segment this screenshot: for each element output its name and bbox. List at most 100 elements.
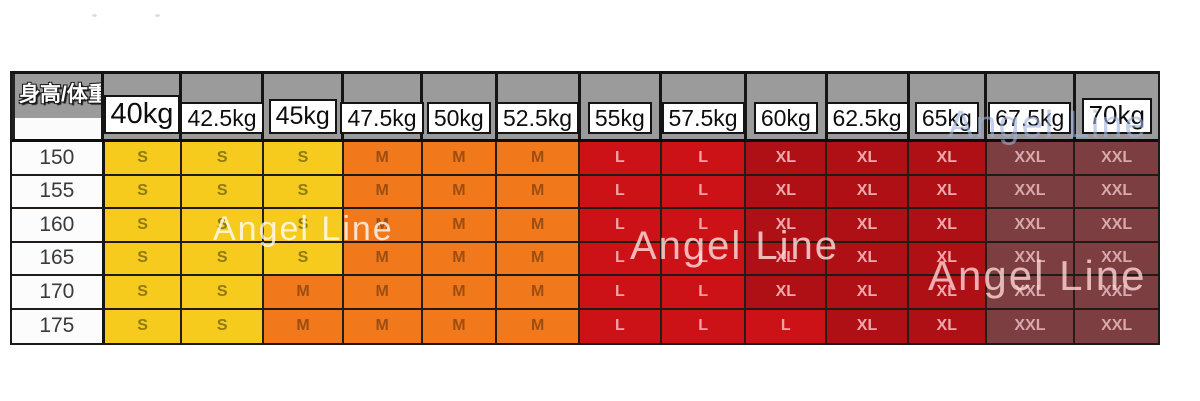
- weight-header-label: 40kg: [103, 94, 181, 134]
- size-cell: L: [580, 309, 662, 343]
- size-cell: S: [264, 175, 344, 209]
- row-label-height: 175: [12, 309, 105, 343]
- size-cell: S: [264, 242, 344, 276]
- size-cell: S: [182, 209, 265, 243]
- size-cell: M: [422, 175, 498, 209]
- weight-header-label: 67.5kg: [988, 101, 1072, 134]
- size-cell: L: [580, 276, 662, 310]
- size-cell: M: [422, 142, 498, 176]
- size-cell: XXL: [1075, 309, 1158, 343]
- size-cell: XL: [746, 142, 828, 176]
- size-cell: M: [343, 309, 423, 343]
- weight-header-label: 45kg: [268, 99, 337, 134]
- size-cell: XXL: [986, 242, 1076, 276]
- weight-header-label: 62.5kg: [825, 101, 909, 134]
- size-cell: M: [497, 276, 581, 310]
- size-cell: L: [661, 242, 747, 276]
- size-cell: XXL: [986, 209, 1076, 243]
- size-cell: L: [661, 175, 747, 209]
- size-cell: L: [580, 242, 662, 276]
- size-cell: XL: [908, 209, 987, 243]
- size-cell: XXL: [1075, 276, 1158, 310]
- size-cell: S: [104, 209, 183, 243]
- scan-smudge: [155, 14, 160, 17]
- size-cell: XL: [908, 142, 987, 176]
- table-row: 155 S S S M M M L L XL XL XL XXL XXL: [12, 175, 1158, 209]
- size-cell: S: [182, 276, 265, 310]
- size-cell: XXL: [986, 309, 1076, 343]
- size-cell: M: [497, 309, 581, 343]
- weight-header-label: 42.5kg: [180, 101, 264, 134]
- size-cell: S: [104, 142, 183, 176]
- size-cell: M: [264, 309, 344, 343]
- size-cell: M: [422, 276, 498, 310]
- size-cell: XL: [827, 242, 909, 276]
- size-cell: XL: [827, 142, 909, 176]
- weight-header-label: 55kg: [587, 101, 652, 134]
- weight-header-cell: 42.5kg: [180, 74, 265, 139]
- weight-header-label: 50kg: [426, 101, 491, 134]
- size-cell: XXL: [1075, 242, 1158, 276]
- table-row: 175 S S M M M M L L L XL XL XXL XXL: [12, 309, 1158, 343]
- weight-header-cell: 50kg: [423, 74, 498, 139]
- size-cell: S: [182, 175, 265, 209]
- size-cell: L: [580, 142, 662, 176]
- size-cell: S: [104, 309, 183, 343]
- weight-header-cell: 45kg: [264, 74, 344, 139]
- size-cell: XL: [746, 209, 828, 243]
- size-cell: XXL: [1075, 175, 1158, 209]
- size-cell: L: [661, 309, 747, 343]
- weight-header-cell: 52.5kg: [496, 74, 581, 139]
- size-cell: L: [661, 209, 747, 243]
- weight-header-cell: 40kg: [103, 74, 183, 139]
- size-cell: S: [182, 142, 265, 176]
- size-cell: XXL: [986, 276, 1076, 310]
- size-cell: S: [264, 209, 344, 243]
- size-cell: M: [264, 276, 344, 310]
- size-cell: XXL: [986, 142, 1076, 176]
- weight-header-cell: 47.5kg: [340, 74, 424, 139]
- weight-header-label: 60kg: [753, 101, 818, 134]
- size-cell: S: [264, 142, 344, 176]
- header-row: 身高/体重 40kg 42.5kg 45kg 47.5kg 50kg 52.5kg 55kg…: [12, 74, 1158, 142]
- size-chart-table: 身高/体重 40kg 42.5kg 45kg 47.5kg 50kg 52.5kg 55kg…: [10, 71, 1160, 345]
- size-cell: S: [182, 242, 265, 276]
- weight-header-cell: 67.5kg: [987, 74, 1076, 139]
- size-cell: M: [422, 242, 498, 276]
- weight-header-label: 70kg: [1081, 98, 1152, 134]
- size-cell: L: [580, 175, 662, 209]
- size-cell: XL: [746, 276, 828, 310]
- table-row: 170 S S M M M M L L XL XL XL XXL XXL: [12, 276, 1158, 310]
- table-row: 165 S S S M M M L L XL XL XL XXL XXL: [12, 242, 1158, 276]
- size-cell: XXL: [1075, 209, 1158, 243]
- size-cell: XL: [827, 209, 909, 243]
- size-cell: XL: [908, 242, 987, 276]
- size-cell: XL: [827, 175, 909, 209]
- size-cell: M: [422, 209, 498, 243]
- weight-header-cell: 65kg: [910, 74, 988, 139]
- size-cell: L: [661, 142, 747, 176]
- size-cell: XXL: [1075, 142, 1158, 176]
- row-label-height: 150: [12, 142, 105, 176]
- weight-header-label: 65kg: [914, 101, 979, 134]
- size-cell: XL: [827, 276, 909, 310]
- size-cell: XL: [908, 276, 987, 310]
- size-cell: M: [497, 242, 581, 276]
- table-row: 150 S S S M M M L L XL XL XL XXL XXL: [12, 142, 1158, 176]
- table-row: 160 S S S M M M L L XL XL XL XXL XXL: [12, 209, 1158, 243]
- size-cell: L: [580, 209, 662, 243]
- scan-smudge: [92, 14, 97, 17]
- row-label-height: 155: [12, 175, 105, 209]
- size-cell: XL: [908, 309, 987, 343]
- size-cell: S: [104, 242, 183, 276]
- size-cell: XL: [746, 242, 828, 276]
- row-label-height: 165: [12, 242, 105, 276]
- row-label-height: 160: [12, 209, 105, 243]
- size-cell: XL: [908, 175, 987, 209]
- size-cell: XXL: [986, 175, 1076, 209]
- weight-header-label: 57.5kg: [661, 101, 745, 134]
- corner-header-height-weight: 身高/体重: [12, 74, 105, 139]
- weight-header-label: 47.5kg: [340, 101, 424, 134]
- weight-header-cell: 60kg: [747, 74, 828, 139]
